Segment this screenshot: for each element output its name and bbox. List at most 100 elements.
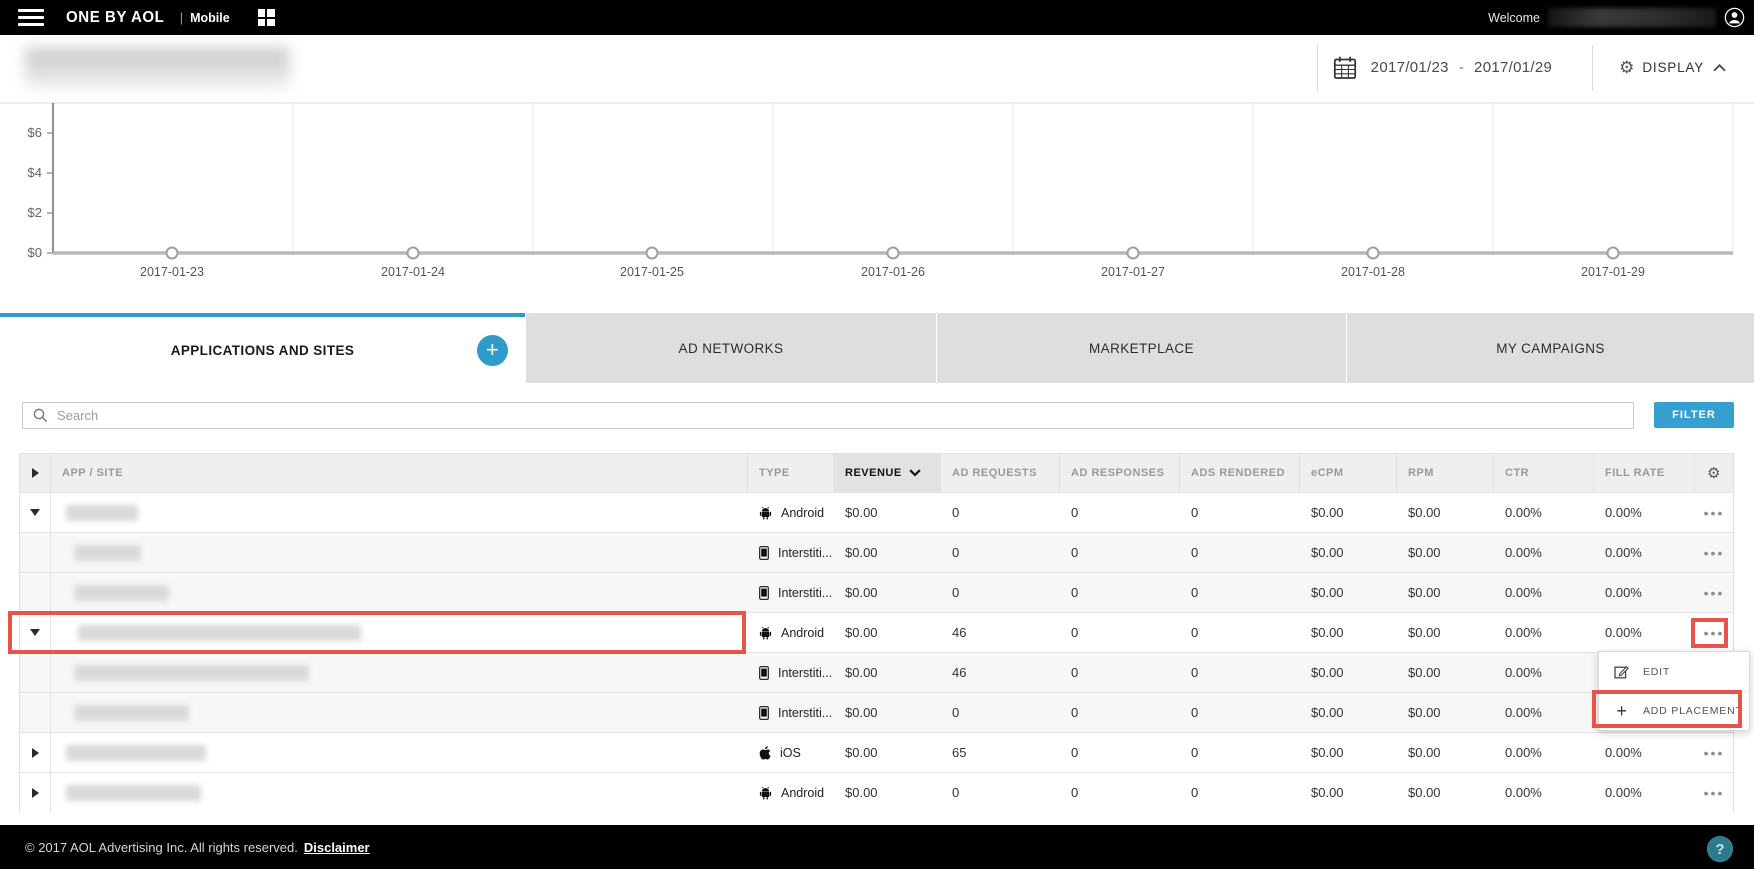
- menu-item-add-placement[interactable]: + ADD PLACEMENT: [1599, 691, 1749, 730]
- ctr-value: 0.00%: [1505, 545, 1542, 560]
- applications-table: APP / SITE TYPE REVENUE AD REQUESTS AD R…: [19, 453, 1734, 812]
- app-name-redacted: [78, 624, 361, 641]
- col-ad-responses[interactable]: AD RESPONSES: [1060, 454, 1180, 492]
- row-actions-button[interactable]: •••: [1703, 784, 1725, 801]
- ads-rendered-value: 0: [1191, 585, 1199, 600]
- col-fill-rate[interactable]: FILL RATE: [1594, 454, 1695, 492]
- add-application-button[interactable]: +: [477, 334, 508, 366]
- copyright-text: © 2017 AOL Advertising Inc. All rights r…: [25, 839, 298, 855]
- display-settings-toggle[interactable]: ⚙ DISPLAY: [1593, 58, 1754, 78]
- chevron-up-icon: [1713, 63, 1726, 71]
- username-redacted: [1548, 8, 1716, 27]
- tab-marketplace[interactable]: MARKETPLACE: [936, 313, 1346, 383]
- table-row[interactable]: Interstiti... $0.00 0 0 0 $0.00 $0.00 0.…: [20, 572, 1733, 612]
- ads-rendered-value: 0: [1191, 665, 1199, 680]
- row-actions-button[interactable]: •••: [1703, 584, 1725, 601]
- hamburger-menu-icon[interactable]: [18, 9, 44, 26]
- ecpm-value: $0.00: [1311, 625, 1344, 640]
- phone-icon: [759, 665, 769, 680]
- ad-responses-value: 0: [1071, 745, 1079, 760]
- menu-item-edit[interactable]: EDIT: [1599, 652, 1749, 691]
- col-rpm[interactable]: RPM: [1397, 454, 1494, 492]
- ecpm-value: $0.00: [1311, 545, 1344, 560]
- expand-all-header[interactable]: [20, 454, 51, 492]
- app-switcher-icon[interactable]: [257, 9, 275, 26]
- edit-pencil-icon: [1614, 665, 1629, 678]
- rpm-value: $0.00: [1408, 785, 1441, 800]
- ads-rendered-value: 0: [1191, 705, 1199, 720]
- col-app-site[interactable]: APP / SITE: [51, 454, 748, 492]
- tab-my-campaigns[interactable]: MY CAMPAIGNS: [1346, 313, 1754, 383]
- gear-icon: ⚙: [1619, 57, 1635, 78]
- fill-rate-value: 0.00%: [1605, 785, 1642, 800]
- rpm-value: $0.00: [1408, 585, 1441, 600]
- collapse-row-icon[interactable]: [30, 509, 40, 516]
- topbar-user-area: Welcome: [1488, 7, 1745, 28]
- y-axis-labels: $0 $2 $4 $6: [28, 125, 42, 260]
- table-row[interactable]: Android $0.00 0 0 0 $0.00 $0.00 0.00% 0.…: [20, 492, 1733, 532]
- android-icon: [759, 626, 772, 640]
- ctr-value: 0.00%: [1505, 665, 1542, 680]
- app-name-redacted: [66, 784, 201, 801]
- row-actions-button[interactable]: •••: [1703, 504, 1725, 521]
- col-type[interactable]: TYPE: [748, 454, 834, 492]
- fill-rate-value: 0.00%: [1605, 545, 1642, 560]
- table-row[interactable]: Android $0.00 0 0 0 $0.00 $0.00 0.00% 0.…: [20, 772, 1733, 812]
- disclaimer-link[interactable]: Disclaimer: [303, 839, 370, 855]
- ads-rendered-value: 0: [1191, 545, 1199, 560]
- tab-applications-and-sites[interactable]: APPLICATIONS AND SITES +: [0, 313, 525, 383]
- svg-text:2017-01-29: 2017-01-29: [1581, 265, 1645, 279]
- table-row-highlighted[interactable]: Android $0.00 46 0 0 $0.00 $0.00 0.00% 0…: [20, 612, 1733, 652]
- help-button[interactable]: ?: [1707, 836, 1733, 862]
- section-tabs: APPLICATIONS AND SITES + AD NETWORKS MAR…: [0, 313, 1754, 383]
- date-range-picker[interactable]: 2017/01/23-2017/01/29: [1318, 55, 1592, 81]
- expand-row-icon[interactable]: [31, 747, 39, 758]
- revenue-value: $0.00: [845, 705, 878, 720]
- app-name-redacted: [66, 744, 206, 761]
- revenue-value: $0.00: [845, 585, 878, 600]
- row-actions-button[interactable]: •••: [1703, 744, 1725, 761]
- fill-rate-value: 0.00%: [1605, 505, 1642, 520]
- revenue-value: $0.00: [845, 545, 878, 560]
- col-ad-requests[interactable]: AD REQUESTS: [941, 454, 1060, 492]
- welcome-label: Welcome: [1488, 10, 1540, 25]
- calendar-icon: [1333, 56, 1356, 79]
- table-row[interactable]: Interstiti... $0.00 46 0 0 $0.00 $0.00 0…: [20, 652, 1733, 692]
- collapse-row-icon[interactable]: [30, 629, 40, 636]
- table-header-row: APP / SITE TYPE REVENUE AD REQUESTS AD R…: [20, 454, 1733, 492]
- ads-rendered-value: 0: [1191, 505, 1199, 520]
- row-actions-button[interactable]: •••: [1703, 544, 1725, 561]
- rpm-value: $0.00: [1408, 545, 1441, 560]
- revenue-value: $0.00: [845, 665, 878, 680]
- ad-requests-value: 46: [952, 665, 967, 680]
- filter-button[interactable]: FILTER: [1654, 402, 1734, 428]
- search-input[interactable]: [57, 408, 1633, 423]
- ctr-value: 0.00%: [1505, 705, 1542, 720]
- col-ads-rendered[interactable]: ADS RENDERED: [1180, 454, 1300, 492]
- fill-rate-value: 0.00%: [1605, 585, 1642, 600]
- expand-row-icon[interactable]: [31, 787, 39, 798]
- table-row[interactable]: Interstiti... $0.00 0 0 0 $0.00 $0.00 0.…: [20, 692, 1733, 732]
- table-row[interactable]: iOS $0.00 65 0 0 $0.00 $0.00 0.00% 0.00%…: [20, 732, 1733, 772]
- row-actions-button-active[interactable]: •••: [1703, 624, 1725, 641]
- footer: © 2017 AOL Advertising Inc. All rights r…: [0, 825, 1754, 869]
- revenue-line-chart: $0 $2 $4 $6 2017-01-23 2017-01-24 2017-0…: [0, 100, 1754, 285]
- rpm-value: $0.00: [1408, 505, 1441, 520]
- ad-requests-value: 0: [952, 505, 960, 520]
- page-header: 2017/01/23-2017/01/29 ⚙ DISPLAY: [0, 35, 1754, 100]
- android-icon: [759, 786, 772, 800]
- tab-ad-networks[interactable]: AD NETWORKS: [525, 313, 936, 383]
- ad-requests-value: 65: [952, 745, 967, 760]
- col-ecpm[interactable]: eCPM: [1300, 454, 1397, 492]
- ad-requests-value: 0: [952, 585, 960, 600]
- col-revenue-sorted[interactable]: REVENUE: [834, 454, 941, 492]
- user-avatar-icon[interactable]: [1724, 7, 1745, 28]
- placement-name-redacted: [74, 704, 189, 721]
- ad-responses-value: 0: [1071, 665, 1079, 680]
- fill-rate-value: 0.00%: [1605, 745, 1642, 760]
- ctr-value: 0.00%: [1505, 785, 1542, 800]
- table-row[interactable]: Interstiti... $0.00 0 0 0 $0.00 $0.00 0.…: [20, 532, 1733, 572]
- col-ctr[interactable]: CTR: [1494, 454, 1594, 492]
- svg-text:2017-01-28: 2017-01-28: [1341, 265, 1405, 279]
- column-settings-gear-icon[interactable]: ⚙: [1707, 464, 1721, 482]
